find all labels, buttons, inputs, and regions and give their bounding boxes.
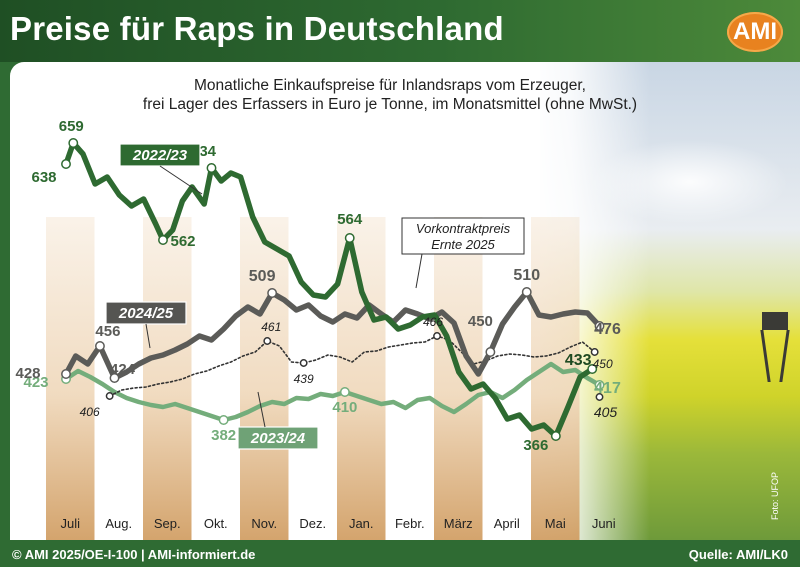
data-label: 659 [59,118,84,135]
page-title: Preise für Raps in Deutschland [10,10,504,47]
data-label: 456 [95,323,120,340]
data-point-marker [433,332,441,340]
series-line-2023-24 [63,361,602,423]
month-label: Febr. [395,516,425,531]
data-label: 406 [80,405,100,419]
data-point-marker [590,348,599,356]
callout-box [401,217,525,255]
month-band-8 [434,217,483,540]
series-tag-2023-24-bg [237,426,319,450]
data-point-marker [61,159,71,169]
chart-subtitle-line1: Monatliche Einkaufspreise für Inlandsrap… [194,77,586,94]
data-label: 476 [594,321,621,338]
data-point-marker [95,341,105,351]
data-point-marker [594,380,605,390]
data-point-marker [595,393,604,401]
series-line-2022-23 [63,140,595,439]
data-point-marker [68,138,79,148]
month-label: Juni [592,516,616,531]
month-band-4 [240,217,289,540]
data-label: 450 [593,357,613,371]
data-point-marker [263,337,272,345]
series-tag-pointer [257,391,266,428]
data-point-marker [339,387,350,397]
data-point-marker [550,431,561,441]
data-point-marker [485,347,496,357]
data-label: 450 [468,313,493,330]
callout-line2: Ernte 2025 [431,237,495,252]
data-point-marker [109,373,120,383]
header: Preise für Raps in Deutschland AMI [0,0,800,62]
callout-pointer [415,253,423,289]
footer: © AMI 2025/OE-I-100 | AMI-informiert.de … [0,540,800,567]
series-tag-pointer [145,323,151,349]
month-label: Dez. [299,516,326,531]
series-line-2024-25 [63,289,603,381]
callout-line1: Vorkontraktpreis [416,221,511,236]
month-label: Aug. [105,516,132,531]
data-label: 366 [523,437,548,454]
data-label: 410 [332,399,357,416]
data-label: 417 [594,380,621,397]
data-label: 428 [15,365,40,382]
data-label: 509 [249,268,276,285]
series-tag-2023-24: 2023/24 [250,430,306,447]
data-label: 439 [294,372,314,386]
month-label: Mai [545,516,566,531]
month-label: April [494,516,520,531]
data-point-marker [218,415,229,425]
data-label: 638 [31,169,56,186]
data-point-marker [206,163,217,173]
month-label: Okt. [204,516,228,531]
month-label: Juli [60,516,80,531]
data-label: 423 [23,374,48,391]
month-band-6 [337,217,386,540]
data-label: 433 [565,352,592,369]
month-label: Jan. [349,516,374,531]
copyright-text: © AMI 2025/OE-I-100 | AMI-informiert.de [12,547,256,562]
series-tag-pointer [159,165,203,195]
data-label: 510 [513,267,540,284]
series-line-forward-2025 [108,335,596,397]
data-label: 424 [110,361,136,378]
month-label: Sep. [154,516,181,531]
data-label: 405 [594,404,618,420]
data-point-marker [594,321,605,331]
month-label: Nov. [251,516,277,531]
chart-subtitle-line2: frei Lager des Erfassers in Euro je Tonn… [143,96,637,113]
data-point-marker [158,235,168,245]
data-point-marker [521,287,532,297]
source-text: Quelle: AMI/LK0 [688,547,788,562]
data-label: 564 [337,211,363,228]
data-point-marker [105,392,114,400]
data-point-marker [299,359,308,367]
month-band-10 [531,217,580,540]
data-point-marker [61,369,71,379]
chart-panel: Juli Aug. Sep. Okt. Nov. Dez. Jan. Febr. März Apr… [10,62,800,540]
data-label: 461 [261,320,281,334]
data-point-marker [587,364,598,374]
month-label: März [444,516,473,531]
data-point-marker [344,233,355,243]
data-label: 466 [423,315,443,329]
photo-credit: Foto: UFOP [770,471,780,520]
hunting-tower-graphic [760,312,790,382]
series-tag-2024-25: 2024/25 [118,305,174,322]
ami-logo: AMI [727,12,783,52]
data-point-marker [267,288,278,298]
price-line-chart: Juli Aug. Sep. Okt. Nov. Dez. Jan. Febr. März Apr… [15,77,637,540]
data-label: 562 [170,233,195,250]
series-tag-2022-23: 2022/23 [132,147,188,164]
data-label: 382 [211,427,236,444]
